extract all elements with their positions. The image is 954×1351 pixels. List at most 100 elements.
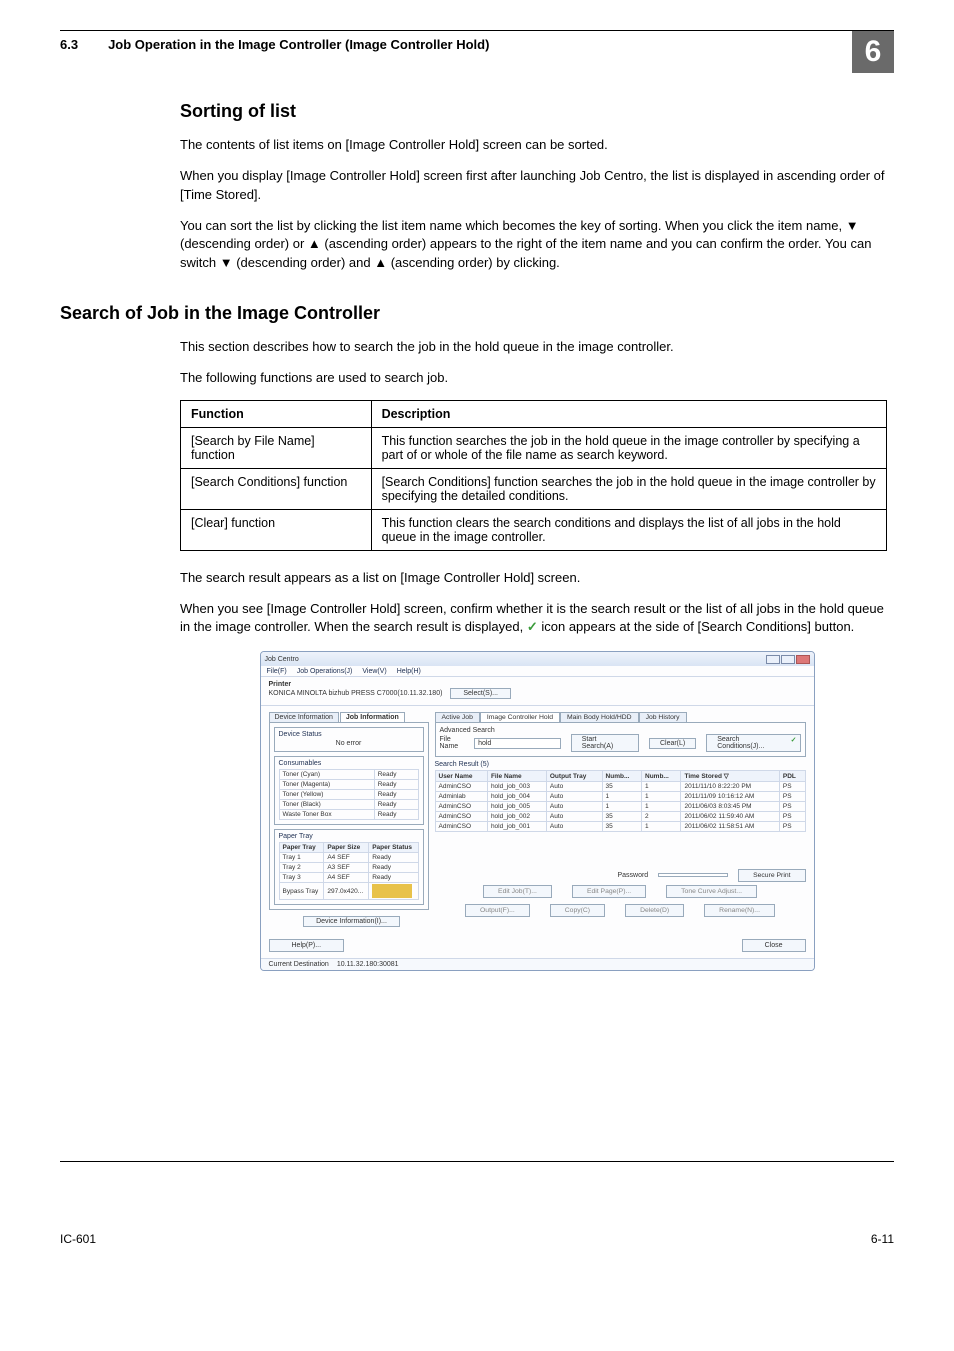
edit-page-button[interactable]: Edit Page(P)... xyxy=(572,885,646,898)
list-item: Toner (Yellow)Ready xyxy=(279,790,418,800)
cell: Adminlab xyxy=(435,792,487,802)
secure-print-button[interactable]: Secure Print xyxy=(738,869,805,882)
cell: Ready xyxy=(369,863,418,873)
cell: hold_job_002 xyxy=(487,812,546,822)
footer-right: 6-11 xyxy=(871,1232,894,1246)
cell: AdminCSO xyxy=(435,822,487,832)
warning-icon xyxy=(372,884,412,898)
cell: hold_job_004 xyxy=(487,792,546,802)
window-titlebar: Job Centro xyxy=(261,652,814,665)
menu-bar: File(F) Job Operations(J) View(V) Help(H… xyxy=(261,666,814,678)
cell: Tray 2 xyxy=(279,863,324,873)
para-search-2: The following functions are used to sear… xyxy=(180,369,894,388)
cell: hold_job_005 xyxy=(487,802,546,812)
password-input[interactable] xyxy=(658,873,728,877)
search-result-label: Search Result (5) xyxy=(435,761,806,768)
menu-view[interactable]: View(V) xyxy=(362,668,386,675)
table-row[interactable]: AdminCSOhold_job_002Auto3522011/06/02 11… xyxy=(435,812,805,822)
consumable-name: Toner (Black) xyxy=(279,800,374,810)
section-head-631: Search of Job in the Image Controller xyxy=(60,303,380,324)
cell: AdminCSO xyxy=(435,782,487,792)
cell: hold_job_001 xyxy=(487,822,546,832)
cell: 2011/11/10 8:22:20 PM xyxy=(681,782,779,792)
close-dialog-button[interactable]: Close xyxy=(742,939,806,952)
cell-description: This function searches the job in the ho… xyxy=(371,427,886,468)
cell: 35 xyxy=(602,812,641,822)
cell: PS xyxy=(779,822,805,832)
close-button[interactable] xyxy=(796,655,810,664)
jobcentro-window: Job Centro File(F) Job Operations(J) Vie… xyxy=(260,651,815,971)
advanced-search-label: Advanced Search xyxy=(440,727,801,734)
consumables-table: Toner (Cyan)Ready Toner (Magenta)Ready T… xyxy=(279,769,419,820)
table-row: [Search Conditions] function [Search Con… xyxy=(181,468,887,509)
table-row: [Clear] function This function clears th… xyxy=(181,509,887,550)
list-item: Toner (Magenta)Ready xyxy=(279,780,418,790)
start-search-button[interactable]: Start Search(A) xyxy=(571,734,639,752)
cell: 2011/06/03 8:03:45 PM xyxy=(681,802,779,812)
device-information-button[interactable]: Device Information(I)... xyxy=(303,916,400,927)
table-row[interactable]: AdminCSOhold_job_001Auto3512011/06/02 11… xyxy=(435,822,805,832)
cell-description: This function clears the search conditio… xyxy=(371,509,886,550)
printer-label: Printer xyxy=(269,681,806,688)
th-tray[interactable]: Output Tray xyxy=(546,771,602,782)
cell: PS xyxy=(779,792,805,802)
device-status-label: Device Status xyxy=(279,731,419,738)
menu-jobops[interactable]: Job Operations(J) xyxy=(297,668,353,675)
section-title: Job Operation in the Image Controller (I… xyxy=(108,37,852,52)
th-num2[interactable]: Numb... xyxy=(642,771,681,782)
select-printer-button[interactable]: Select(S)... xyxy=(450,688,511,699)
table-head-description: Description xyxy=(371,400,886,427)
para-result-1: The search result appears as a list on [… xyxy=(180,569,894,588)
tab-device-info[interactable]: Device Information xyxy=(269,712,339,722)
delete-button[interactable]: Delete(D) xyxy=(625,904,684,917)
th-time[interactable]: Time Stored ▽ xyxy=(681,771,779,782)
table-row: Tray 1A4 SEFReady xyxy=(279,853,418,863)
consumable-name: Waste Toner Box xyxy=(279,810,374,820)
cell: AdminCSO xyxy=(435,812,487,822)
cell: Ready xyxy=(369,873,418,883)
menu-file[interactable]: File(F) xyxy=(267,668,287,675)
table-row[interactable]: AdminCSOhold_job_003Auto3512011/11/10 8:… xyxy=(435,782,805,792)
rename-button[interactable]: Rename(N)... xyxy=(704,904,775,917)
clear-button[interactable]: Clear(L) xyxy=(649,738,696,749)
th-num1[interactable]: Numb... xyxy=(602,771,641,782)
th: Paper Status xyxy=(369,843,418,853)
edit-job-button[interactable]: Edit Job(T)... xyxy=(483,885,552,898)
para-search-1: This section describes how to search the… xyxy=(180,338,894,357)
cell: Ready xyxy=(369,853,418,863)
consumable-status: Ready xyxy=(374,780,418,790)
table-row[interactable]: AdminCSOhold_job_005Auto112011/06/03 8:0… xyxy=(435,802,805,812)
help-button[interactable]: Help(P)... xyxy=(269,939,345,952)
cell: 2011/06/02 11:58:51 AM xyxy=(681,822,779,832)
tone-curve-button[interactable]: Tone Curve Adjust... xyxy=(666,885,757,898)
table-head-function: Function xyxy=(181,400,372,427)
th-file[interactable]: File Name xyxy=(487,771,546,782)
consumable-name: Toner (Yellow) xyxy=(279,790,374,800)
cell: PS xyxy=(779,802,805,812)
para-result-2: When you see [Image Controller Hold] scr… xyxy=(180,600,894,638)
output-button[interactable]: Output(F)... xyxy=(465,904,530,917)
paper-tray-label: Paper Tray xyxy=(279,833,419,840)
table-row: [Search by File Name] function This func… xyxy=(181,427,887,468)
cell: 1 xyxy=(642,792,681,802)
cell: Bypass Tray xyxy=(279,883,324,900)
table-row[interactable]: Adminlabhold_job_004Auto112011/11/09 10:… xyxy=(435,792,805,802)
minimize-button[interactable] xyxy=(766,655,780,664)
cell: Tray 3 xyxy=(279,873,324,883)
th-user[interactable]: User Name xyxy=(435,771,487,782)
copy-button[interactable]: Copy(C) xyxy=(550,904,605,917)
cell-function: [Clear] function xyxy=(181,509,372,550)
file-name-input[interactable]: hold xyxy=(474,738,561,749)
cell: 2011/11/09 10:16:12 AM xyxy=(681,792,779,802)
cell: 1 xyxy=(642,802,681,812)
status-label: Current Destination xyxy=(269,961,329,968)
maximize-button[interactable] xyxy=(781,655,795,664)
search-conditions-button[interactable]: Search Conditions(J)... ✓ xyxy=(706,734,800,752)
menu-help[interactable]: Help(H) xyxy=(397,668,421,675)
th-pdl[interactable]: PDL xyxy=(779,771,805,782)
cell xyxy=(369,883,418,900)
cell: 1 xyxy=(642,822,681,832)
consumables-label: Consumables xyxy=(279,760,419,767)
cell: 297.0x420... xyxy=(324,883,369,900)
tab-job-info[interactable]: Job Information xyxy=(340,712,405,722)
